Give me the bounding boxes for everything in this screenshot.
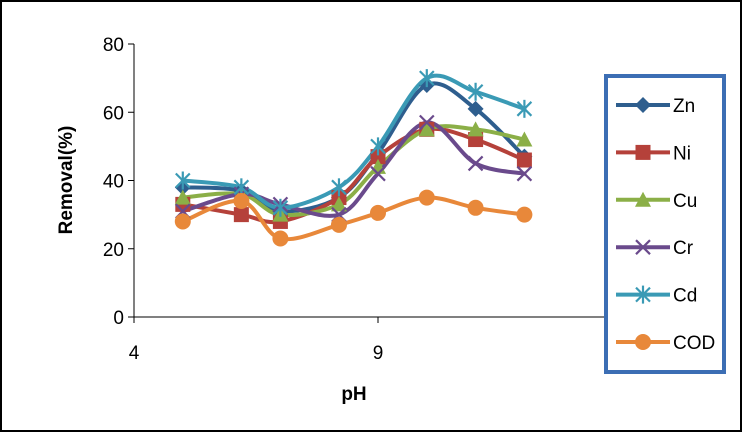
- data-point-ni: [370, 149, 386, 165]
- plot-axes: 0 20 40 60 80 4 9: [103, 35, 622, 364]
- legend-marker-cu: [635, 191, 651, 207]
- y-tick-label: 40: [103, 172, 124, 193]
- y-tick-label: 0: [113, 308, 124, 329]
- x-axis-title: pH: [341, 384, 366, 405]
- data-point-cr: [370, 165, 386, 182]
- x-tick-label: 9: [373, 343, 384, 364]
- y-tick-label: 20: [103, 240, 124, 261]
- data-point-cd: [516, 99, 533, 118]
- marker-stroke: [635, 239, 651, 255]
- legend-marker-ni: [635, 144, 651, 160]
- legend-label-zn: Zn: [673, 96, 695, 117]
- legend-marker-zn: [635, 97, 651, 113]
- data-point-cod: [516, 206, 533, 223]
- data-point-cu: [330, 196, 347, 212]
- data-point-cod: [330, 216, 347, 233]
- x-tick-label: 4: [129, 343, 140, 364]
- legend-marker-cod: [635, 334, 651, 350]
- y-tick-label: 80: [103, 35, 124, 56]
- legend-label-cr: Cr: [673, 238, 694, 259]
- data-point-cod: [174, 213, 191, 230]
- y-axis-title: Removal(%): [56, 126, 77, 235]
- legend-marker-cr: [635, 239, 651, 255]
- legend-label-cod: COD: [673, 333, 715, 354]
- data-point-cr: [419, 114, 435, 131]
- data-point-cu: [418, 121, 435, 137]
- marker-stroke: [467, 155, 484, 172]
- marker-stroke: [370, 165, 386, 182]
- legend-marker-cd: [635, 285, 651, 304]
- legend-box: [604, 74, 726, 374]
- legend-label-cd: Cd: [673, 286, 697, 307]
- data-point-cod: [233, 192, 250, 209]
- data-point-cd: [272, 198, 289, 217]
- data-point-cod: [370, 204, 386, 221]
- data-point-cd: [419, 69, 435, 88]
- data-point-ni: [233, 207, 249, 223]
- data-point-cod: [272, 230, 289, 247]
- legend-label-ni: Ni: [673, 143, 691, 164]
- data-point-ni: [516, 152, 532, 168]
- data-point-cd: [467, 82, 484, 101]
- y-tick-label: 60: [103, 103, 124, 124]
- marker-stroke: [419, 114, 435, 131]
- data-point-cd: [331, 178, 347, 197]
- data-point-cu: [174, 189, 191, 205]
- data-point-cu: [467, 121, 484, 137]
- data-point-cod: [418, 189, 435, 206]
- data-point-cr: [467, 155, 484, 172]
- data-point-cr: [516, 165, 533, 182]
- data-point-cu: [516, 131, 533, 147]
- data-point-cod: [467, 199, 484, 216]
- data-point-zn: [467, 100, 484, 117]
- data-point-cd: [175, 171, 191, 190]
- legend-label-cu: Cu: [673, 191, 697, 212]
- legend: Zn Ni Cu Cr Cd COD: [604, 74, 726, 374]
- marker-stroke: [516, 165, 533, 182]
- plot-markers: [174, 69, 533, 247]
- data-point-cd: [370, 137, 386, 156]
